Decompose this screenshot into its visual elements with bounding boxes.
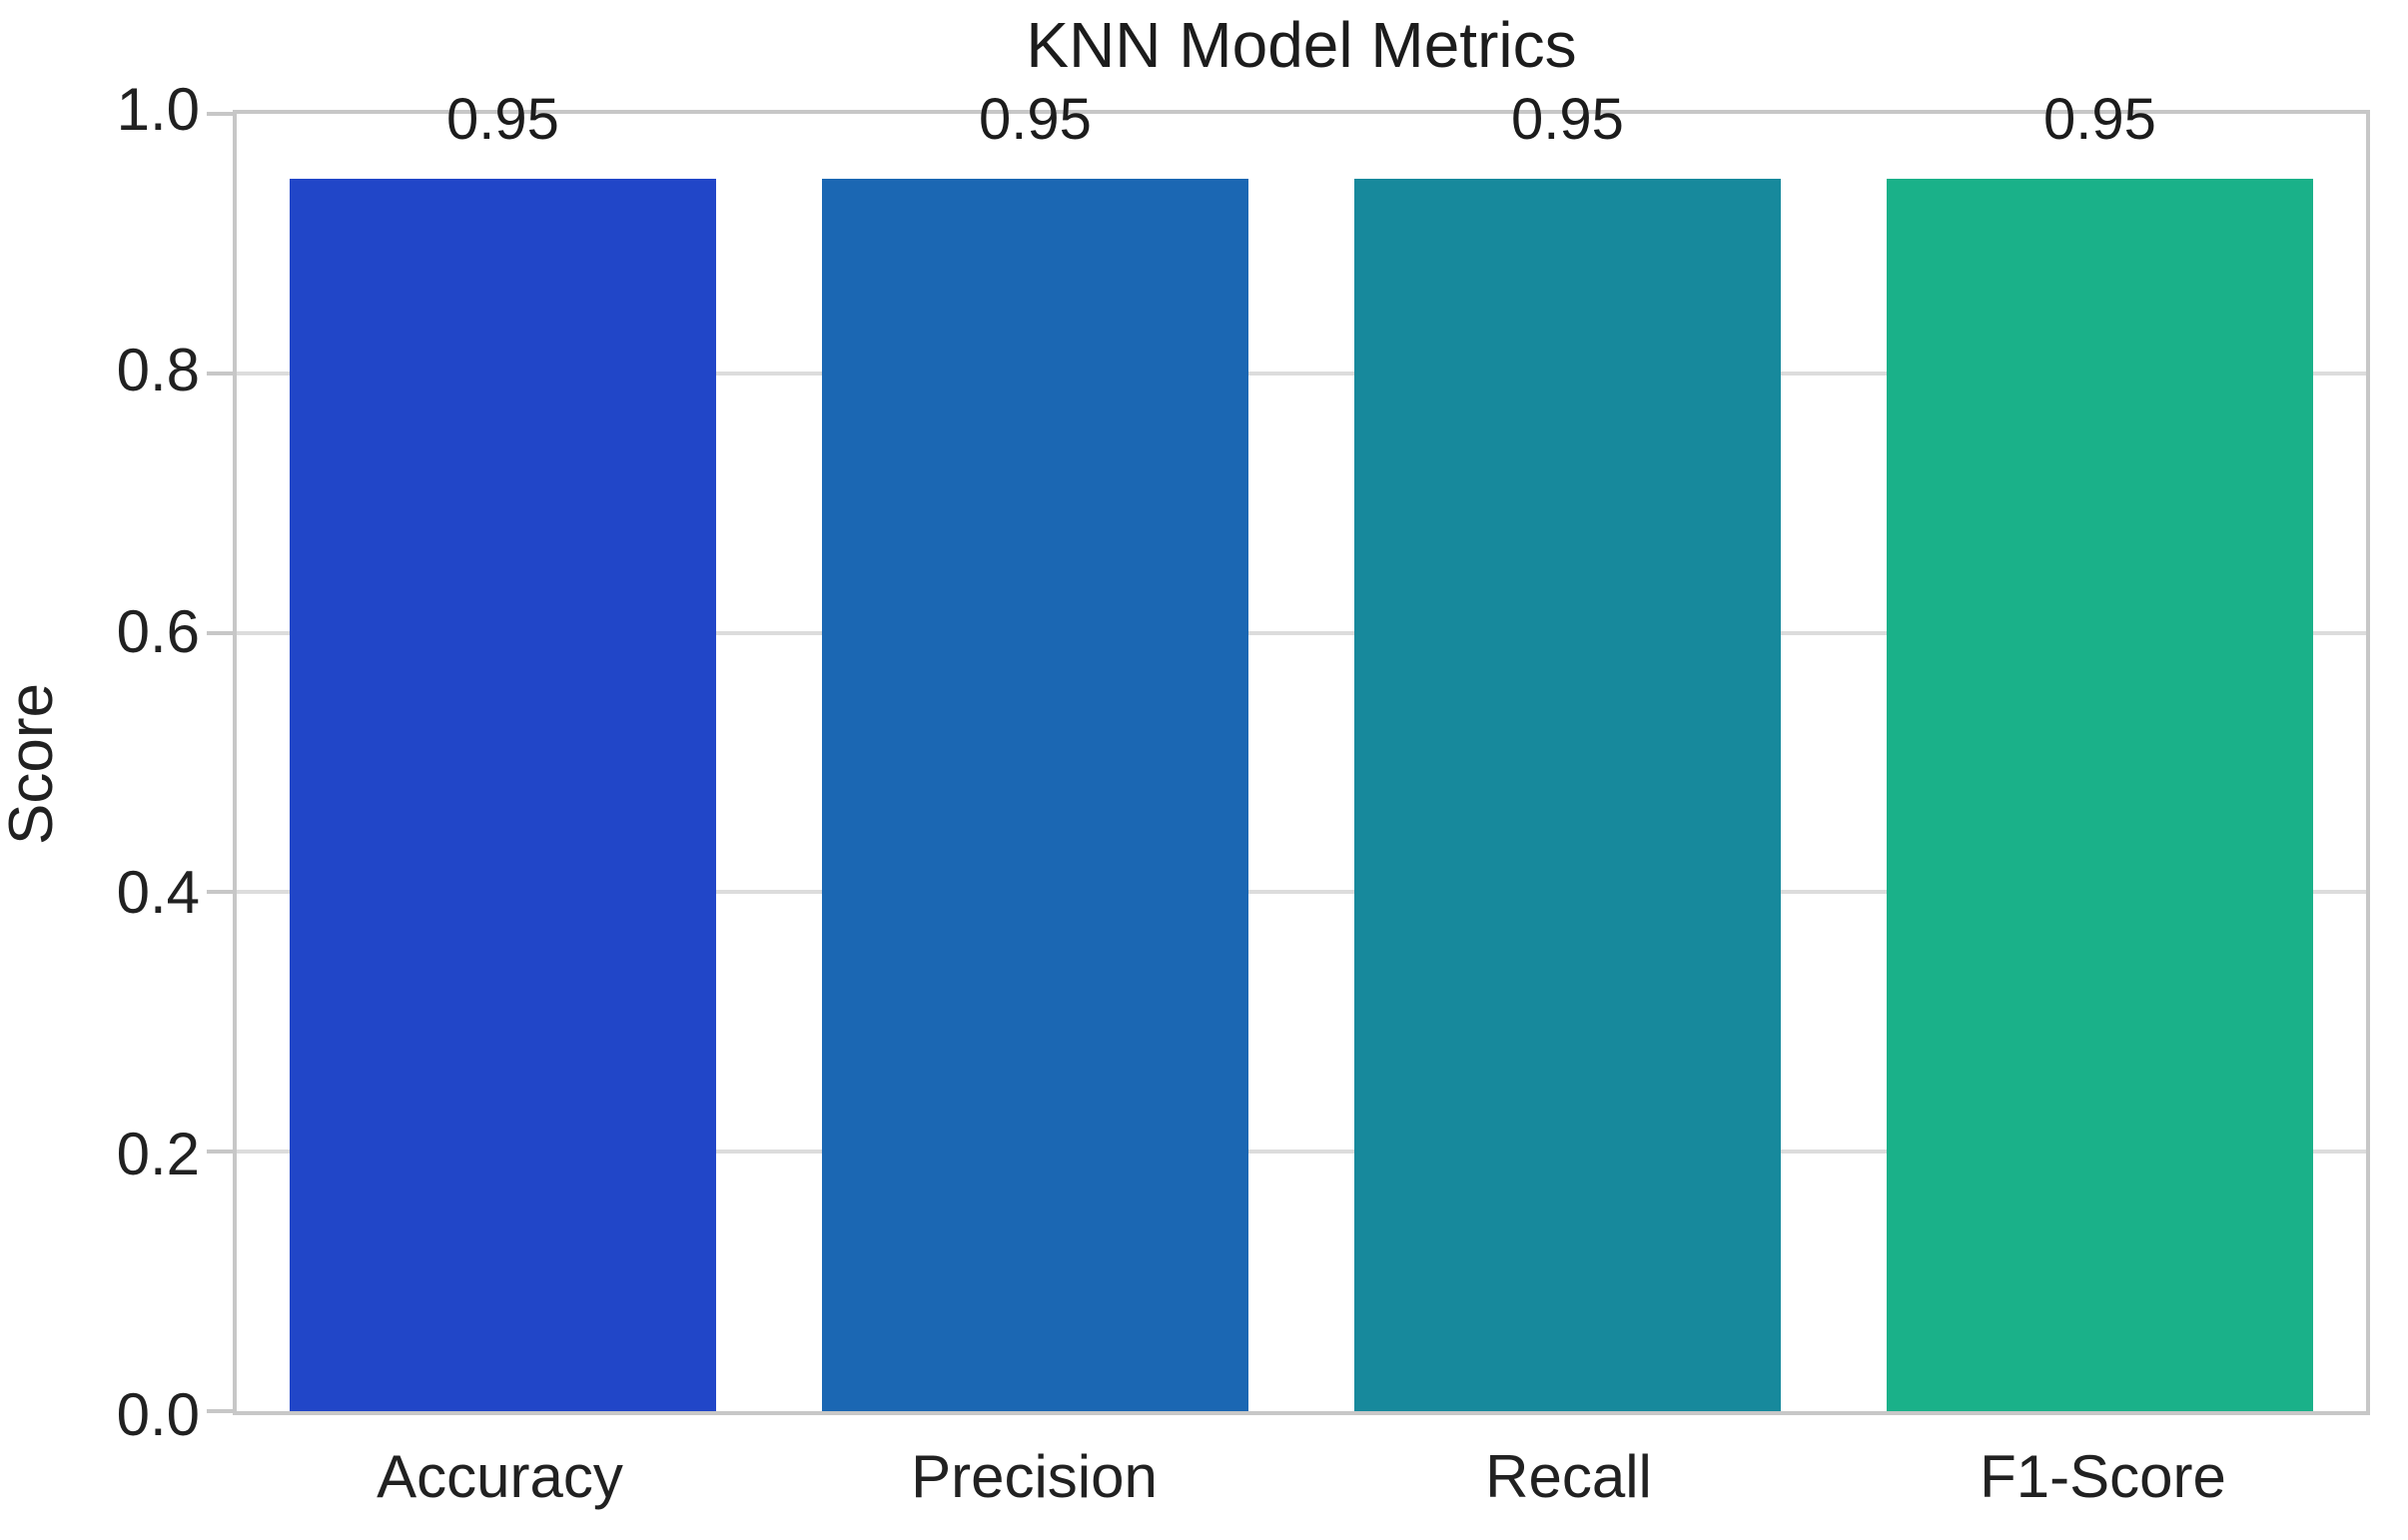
bar-value-label: 0.95 — [2043, 86, 2156, 152]
y-tick-label: 1.0 — [116, 76, 200, 143]
bar-slot-recall: 0.95 — [1354, 90, 1781, 1411]
bar-value-label: 0.95 — [1511, 86, 1624, 152]
bar-precision — [822, 178, 1248, 1411]
y-tick-mark — [207, 112, 233, 116]
bar-value-label: 0.95 — [446, 86, 559, 152]
x-tick-label: F1-Score — [1980, 1443, 2226, 1510]
y-tick-mark — [207, 371, 233, 376]
y-tick-label: 0.8 — [116, 337, 200, 404]
bar-accuracy — [290, 178, 716, 1411]
y-tick-label: 0.0 — [116, 1381, 200, 1448]
gridline — [237, 371, 2366, 376]
bar-value-label: 0.95 — [979, 86, 1092, 152]
y-tick-mark — [207, 630, 233, 635]
chart-title: KNN Model Metrics — [1026, 9, 1577, 81]
bar-f1-score — [1887, 178, 2313, 1411]
gridline — [237, 1150, 2366, 1155]
x-tick-label: Accuracy — [377, 1443, 623, 1510]
y-tick-label: 0.4 — [116, 859, 200, 927]
y-axis-tick-labels: 0.0 0.2 0.4 0.6 0.8 1.0 — [35, 80, 200, 1445]
plot-area: 0.95 0.95 0.95 0.95 — [207, 90, 2370, 1415]
y-tick-mark — [207, 1409, 233, 1413]
y-tick-mark — [207, 890, 233, 895]
bar-recall — [1354, 178, 1781, 1411]
x-tick-label: Precision — [911, 1443, 1158, 1510]
bar-slot-precision: 0.95 — [822, 90, 1248, 1411]
y-tick-mark — [207, 1150, 233, 1155]
x-axis-tick-labels: Accuracy Precision Recall F1-Score — [233, 1444, 2370, 1524]
y-tick-label: 0.6 — [116, 597, 200, 665]
gridline — [237, 890, 2366, 895]
y-tick-label: 0.2 — [116, 1120, 200, 1187]
bar-slot-f1-score: 0.95 — [1887, 90, 2313, 1411]
x-tick-label: Recall — [1485, 1443, 1652, 1510]
bar-slot-accuracy: 0.95 — [290, 90, 716, 1411]
gridline — [237, 630, 2366, 635]
